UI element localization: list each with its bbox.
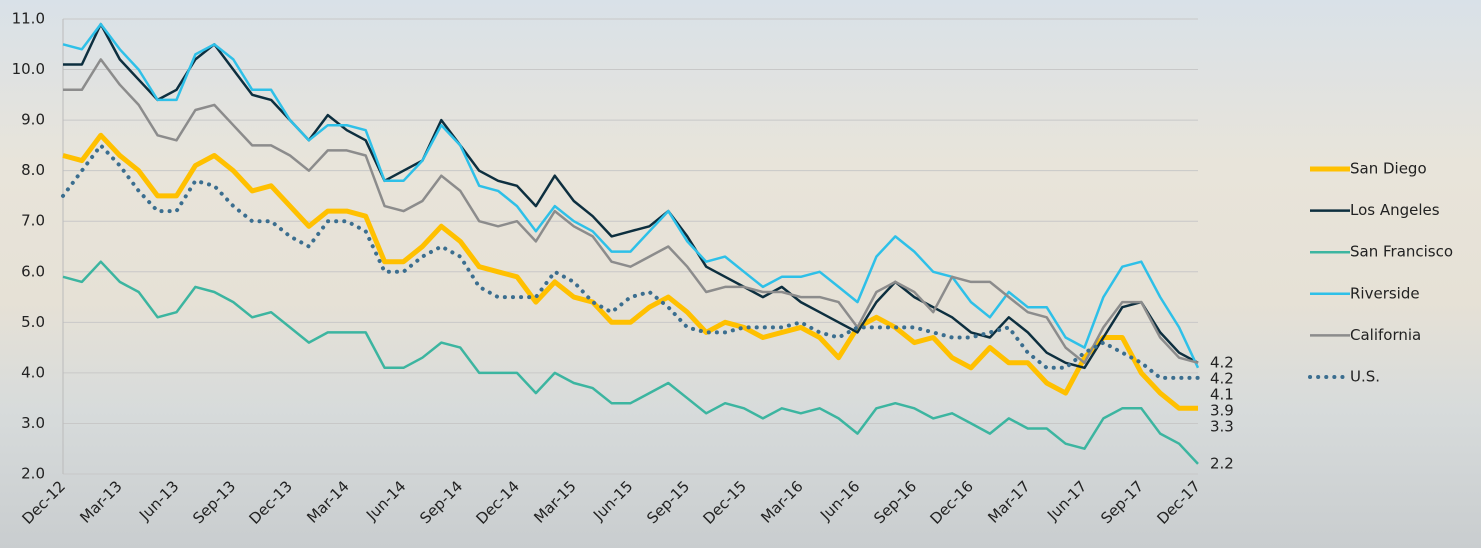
x-tick-label: Sep-15 — [643, 477, 693, 527]
y-tick-label: 4.0 — [21, 363, 45, 381]
legend-label: Los Angeles — [1350, 201, 1440, 219]
y-tick-label: 5.0 — [21, 313, 45, 331]
x-tick-label: Jun-14 — [362, 477, 409, 524]
legend-label: San Francisco — [1350, 243, 1453, 261]
y-tick-label: 3.0 — [21, 414, 45, 432]
chart: 2.03.04.05.06.07.08.09.010.011.0Dec-12Ma… — [0, 0, 1481, 548]
y-tick-label: 8.0 — [21, 161, 45, 179]
legend-label: California — [1350, 326, 1421, 344]
x-tick-label: Sep-17 — [1097, 477, 1147, 527]
x-tick-label: Mar-15 — [530, 477, 579, 526]
page: 2.03.04.05.06.07.08.09.010.011.0Dec-12Ma… — [0, 0, 1481, 548]
end-value-label: 3.3 — [1210, 417, 1234, 435]
x-tick-label: Dec-12 — [18, 477, 69, 528]
x-tick-label: Dec-16 — [926, 477, 977, 528]
y-tick-label: 2.0 — [21, 465, 45, 483]
x-tick-label: Jun-17 — [1043, 477, 1090, 524]
legend-label: San Diego — [1350, 160, 1427, 178]
x-tick-label: Sep-13 — [189, 477, 239, 527]
x-tick-label: Dec-13 — [245, 477, 296, 528]
x-tick-label: Sep-16 — [870, 477, 920, 527]
x-tick-label: Mar-13 — [76, 477, 125, 526]
y-tick-label: 6.0 — [21, 262, 45, 280]
x-tick-label: Mar-14 — [303, 477, 352, 526]
x-tick-label: Mar-16 — [757, 477, 806, 526]
y-tick-label: 10.0 — [12, 60, 45, 78]
y-tick-label: 7.0 — [21, 212, 45, 230]
x-tick-label: Sep-14 — [416, 477, 466, 527]
x-tick-label: Dec-15 — [699, 477, 750, 528]
x-tick-label: Jun-13 — [135, 477, 182, 524]
x-tick-label: Mar-17 — [984, 477, 1033, 526]
x-tick-label: Jun-15 — [589, 477, 636, 524]
series-line — [63, 145, 1198, 378]
x-tick-label: Jun-16 — [816, 477, 863, 524]
legend-label: Riverside — [1350, 284, 1420, 302]
end-value-label: 2.2 — [1210, 454, 1234, 472]
x-tick-label: Dec-17 — [1153, 477, 1204, 528]
y-tick-label: 9.0 — [21, 111, 45, 129]
series-line — [63, 59, 1198, 362]
x-tick-label: Dec-14 — [472, 477, 523, 528]
legend-label: U.S. — [1350, 368, 1380, 386]
series-line — [63, 24, 1198, 368]
series-line — [63, 24, 1198, 368]
y-tick-label: 11.0 — [12, 10, 45, 28]
